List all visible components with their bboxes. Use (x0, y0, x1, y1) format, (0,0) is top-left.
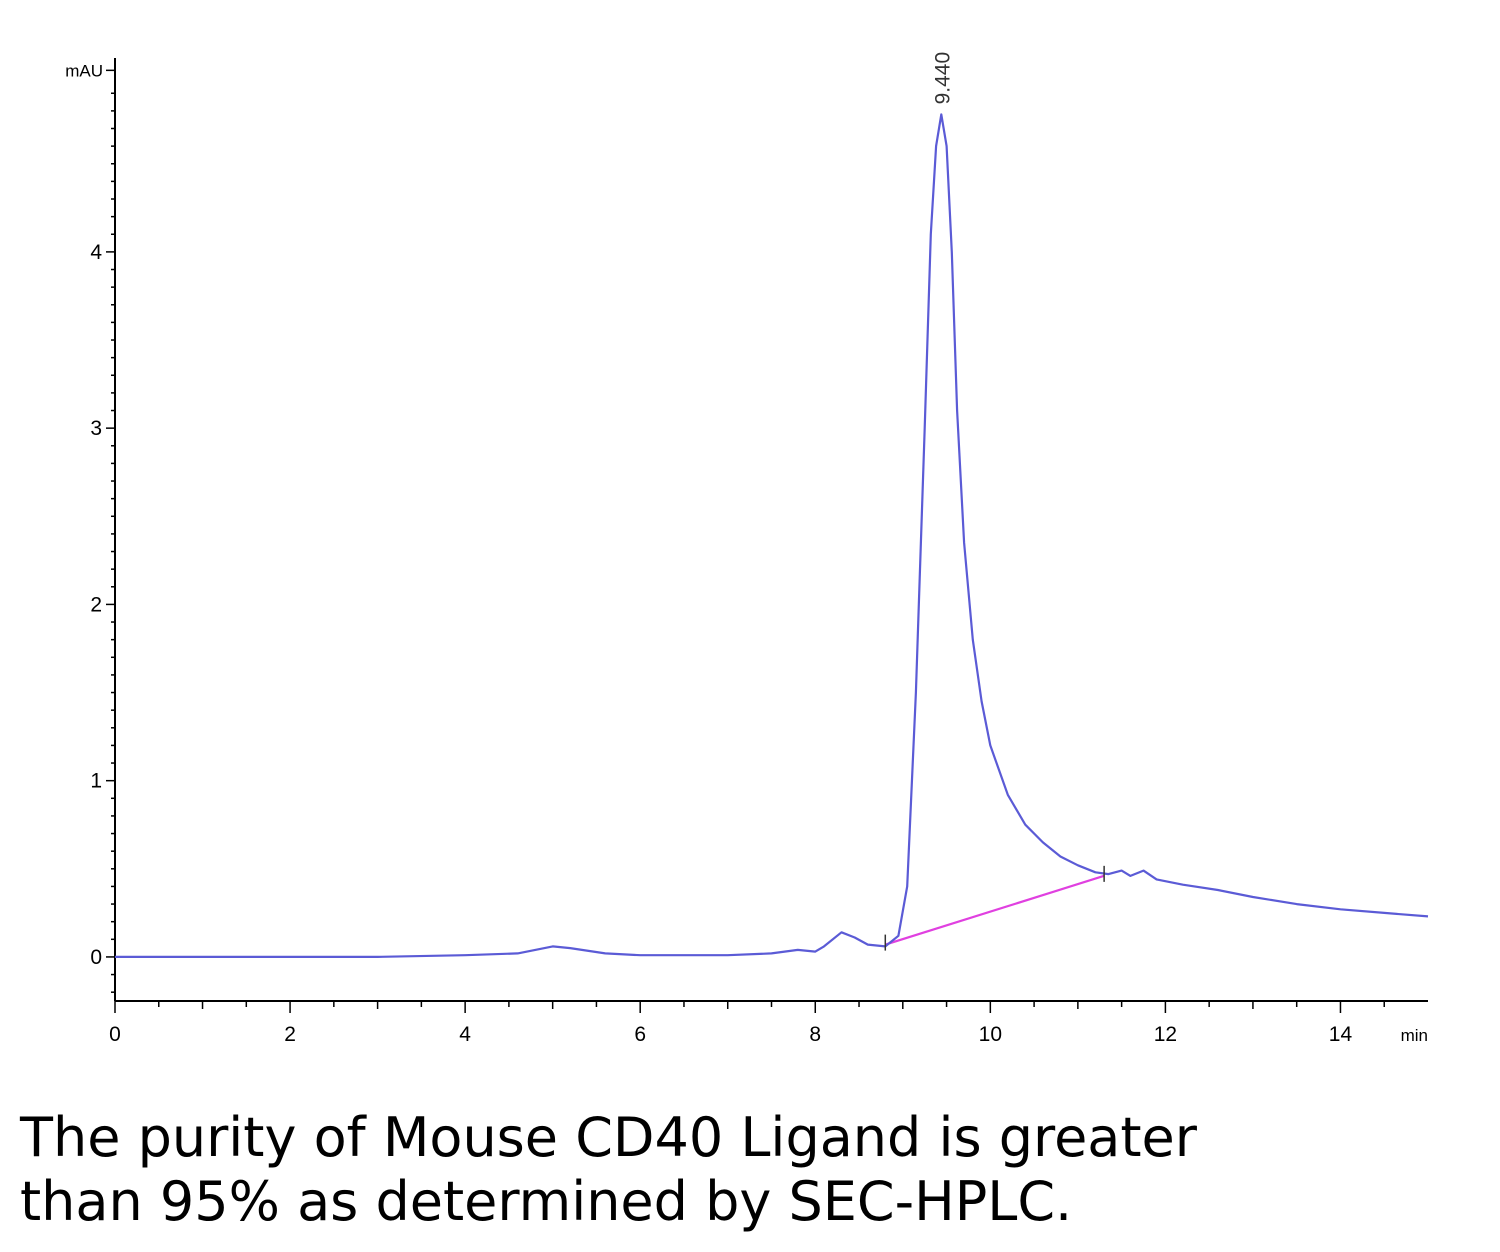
axis-ticks (106, 69, 1385, 1013)
x-tick-label: 14 (1329, 1023, 1353, 1046)
x-axis-label: min (1401, 1026, 1428, 1045)
peak-retention-label: 9.440 (931, 52, 954, 105)
y-tick-label: 2 (90, 593, 102, 616)
y-tick-label: 4 (90, 241, 102, 264)
x-tick-label: 4 (459, 1023, 471, 1046)
chromatogram-trace (115, 113, 1429, 958)
y-axis-label: mAU (65, 61, 103, 80)
integration-baseline (884, 874, 1105, 946)
x-tick-label: 12 (1154, 1023, 1177, 1046)
series-layer (115, 113, 1429, 958)
x-tick-label: 0 (109, 1023, 121, 1046)
y-tick-label: 1 (90, 770, 102, 793)
x-tick-label: 6 (634, 1023, 646, 1046)
y-tick-label: 0 (90, 946, 102, 969)
figure-caption: The purity of Mouse CD40 Ligand is great… (20, 1106, 1460, 1234)
chart-axes (114, 58, 1428, 1002)
caption-line-1: The purity of Mouse CD40 Ligand is great… (20, 1106, 1197, 1169)
x-tick-label: 10 (979, 1023, 1002, 1046)
y-tick-label: 3 (90, 417, 102, 440)
x-tick-label: 2 (284, 1023, 296, 1046)
annotation-layer: 9.440 (884, 52, 1105, 951)
caption-line-2: than 95% as determined by SEC-HPLC. (20, 1170, 1073, 1233)
x-tick-label: 8 (809, 1023, 821, 1046)
